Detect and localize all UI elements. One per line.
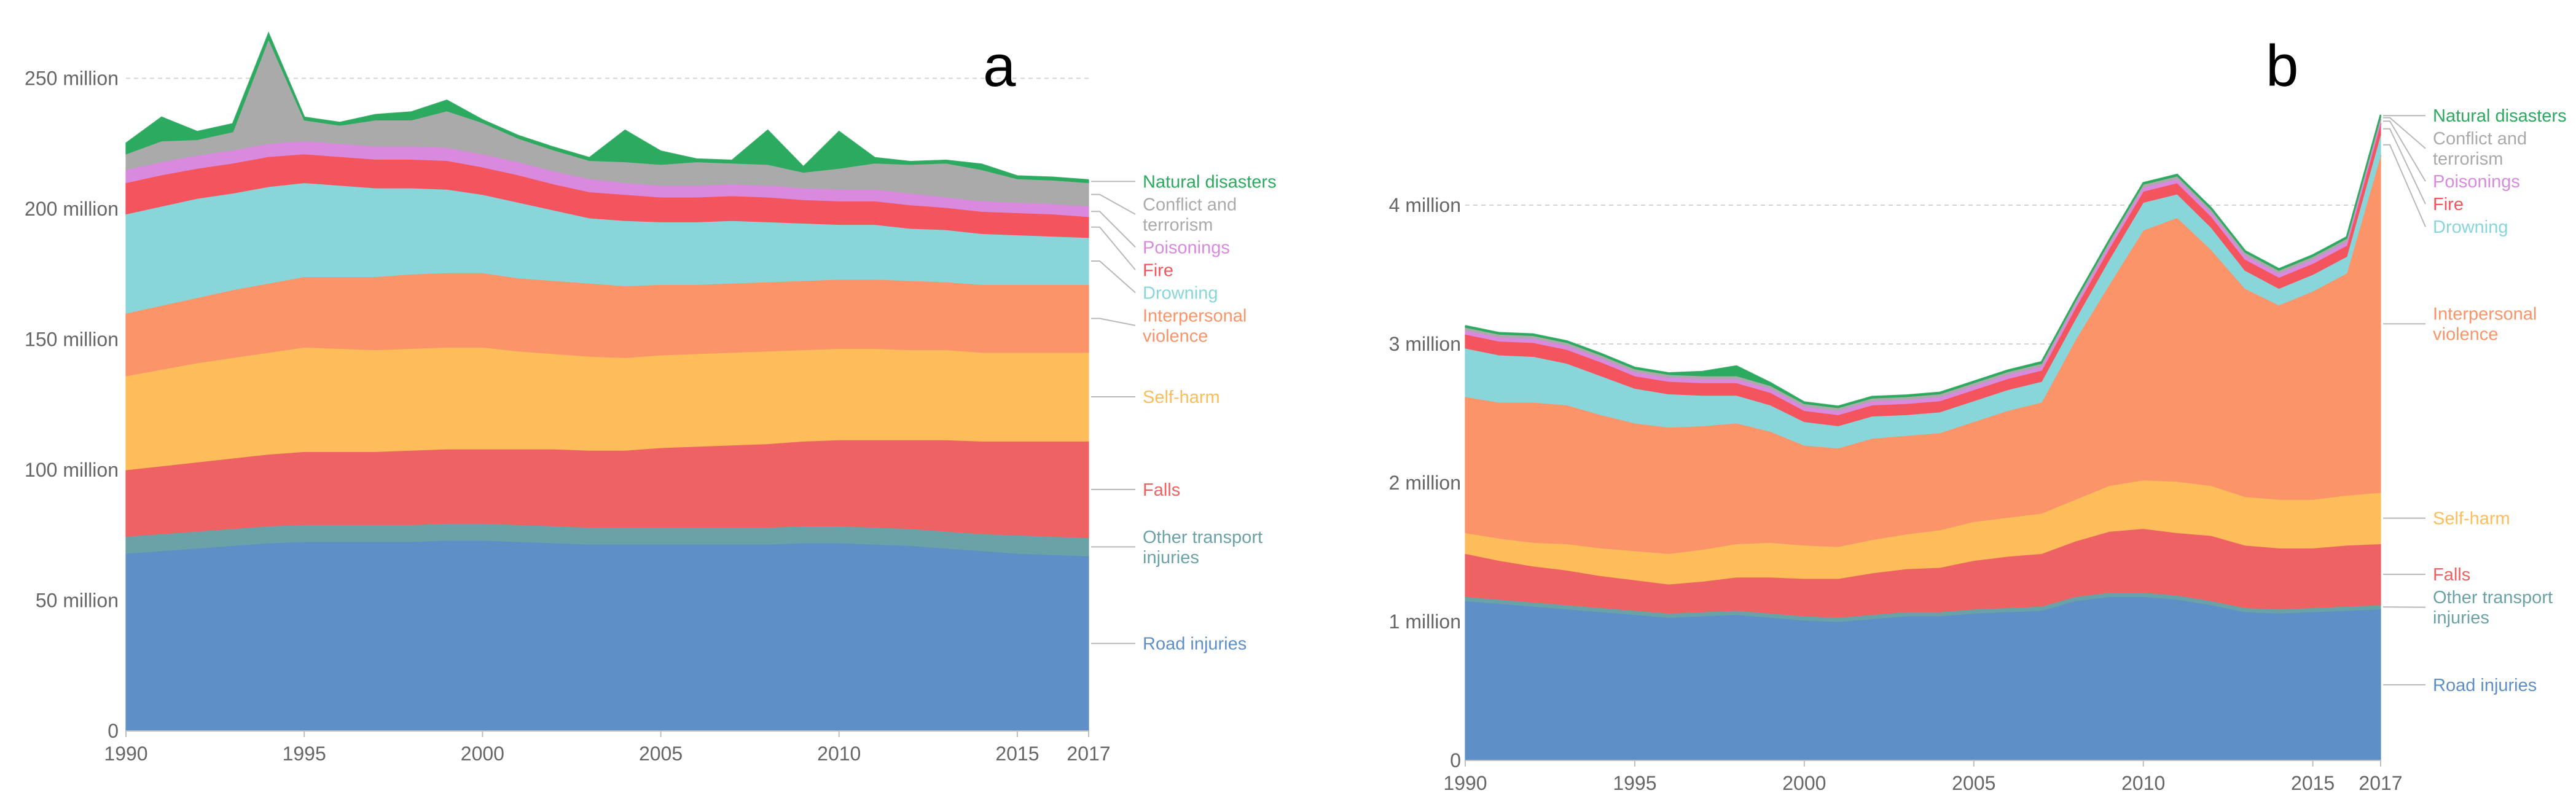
leader-line	[2383, 129, 2425, 205]
x-tick-label: 2017	[2359, 772, 2402, 794]
panel-letter: b	[2266, 33, 2298, 99]
series-label-natural-disasters: Natural disasters	[1143, 172, 1277, 192]
x-tick-label: 2010	[817, 743, 861, 765]
y-tick-label: 100 million	[25, 459, 119, 481]
x-tick-label: 2010	[2121, 772, 2165, 794]
x-tick-label: 1990	[1443, 772, 1487, 794]
x-tick-label: 1995	[283, 743, 326, 765]
x-tick-label: 2015	[2291, 772, 2335, 794]
y-tick-label: 200 million	[25, 198, 119, 220]
leader-line	[1091, 261, 1135, 292]
series-label-drowning: Drowning	[2433, 217, 2508, 237]
area-road-injuries	[126, 541, 1089, 731]
x-tick-label: 1995	[1613, 772, 1656, 794]
x-tick-label: 2005	[1952, 772, 1995, 794]
leader-line	[2383, 118, 2425, 149]
x-tick-label: 2000	[1782, 772, 1826, 794]
series-label-poisonings: Poisonings	[1143, 238, 1230, 257]
series-label-fire: Fire	[2433, 195, 2464, 214]
series-label-road-injuries: Road injuries	[2433, 676, 2537, 695]
y-tick-label: 50 million	[36, 590, 119, 612]
chart-panel-b: 0 1 million 2 million 3 million 4 million 199…	[1389, 33, 2567, 794]
series-label-natural-disasters: Natural disasters	[2433, 106, 2567, 126]
leader-line	[1091, 227, 1135, 270]
series-label-self-harm: Self-harm	[2433, 509, 2510, 529]
series-label-drowning: Drowning	[1143, 283, 1218, 303]
x-tick-label: 1990	[104, 743, 147, 765]
leader-line	[2383, 145, 2425, 227]
panel-letter: a	[983, 33, 1016, 99]
area-road-injuries	[1465, 596, 2381, 760]
series-label-fire: Fire	[1143, 260, 1173, 280]
y-tick-label: 2 million	[1389, 472, 1461, 494]
series-label-poisonings: Poisonings	[2433, 172, 2520, 192]
x-tick-label: 2017	[1067, 743, 1110, 765]
chart-panel-a: 0 50 million 100 million 150 million 200 mil…	[25, 33, 1277, 765]
x-tick-label: 2000	[461, 743, 504, 765]
y-tick-label: 250 million	[25, 68, 119, 90]
x-tick-label: 2005	[639, 743, 683, 765]
y-tick-label: 4 million	[1389, 194, 1461, 216]
y-tick-label: 0	[108, 720, 119, 742]
series-label-self-harm: Self-harm	[1143, 388, 1220, 407]
y-tick-label: 150 million	[25, 329, 119, 351]
x-tick-label: 2015	[995, 743, 1039, 765]
y-tick-label: 0	[1450, 749, 1461, 771]
leader-line	[1091, 319, 1135, 326]
series-label-falls: Falls	[1143, 480, 1180, 500]
y-tick-label: 3 million	[1389, 333, 1461, 355]
leader-line	[1091, 211, 1135, 247]
series-label-road-injuries: Road injuries	[1143, 634, 1247, 654]
series-label-falls: Falls	[2433, 565, 2470, 585]
y-tick-label: 1 million	[1389, 611, 1461, 633]
